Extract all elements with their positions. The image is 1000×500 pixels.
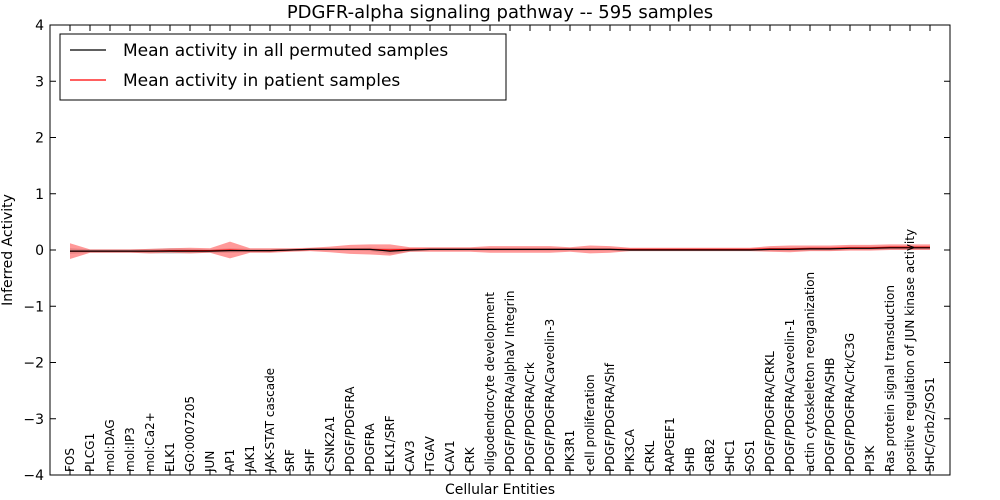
x-category-label: ITGAV <box>423 435 437 472</box>
x-category-label: SRF <box>283 449 297 472</box>
x-category-label: JUN <box>203 451 217 473</box>
x-category-label: mol:DAG <box>103 419 117 472</box>
x-category-label: SHC/Grb2/SOS1 <box>923 377 937 472</box>
x-category-label: PDGF/PDGFRA/Caveolin-3 <box>543 319 557 472</box>
x-category-label: PDGFRA <box>363 422 377 472</box>
x-category-label: SOS1 <box>743 440 757 472</box>
x-category-label: AP1 <box>223 449 237 472</box>
x-category-label: positive regulation of JUN kinase activi… <box>903 229 917 472</box>
y-tick-label: −1 <box>23 299 44 315</box>
band-series-1 <box>70 241 930 259</box>
x-category-label: PDGF/PDGFRA/alphaV Integrin <box>503 290 517 472</box>
x-category-label: PDGF/PDGFRA/Crk <box>523 362 537 472</box>
x-category-label: PDGF/PDGFRA <box>343 386 357 472</box>
x-category-label: oligodendrocyte development <box>483 292 497 472</box>
x-category-label: PI3K <box>863 445 877 472</box>
y-tick-label: 4 <box>35 18 44 34</box>
x-category-label: CSNK2A1 <box>323 416 337 472</box>
x-category-label: PDGF/PDGFRA/CRKL <box>763 351 777 472</box>
x-category-label: cell proliferation <box>583 374 597 472</box>
x-category-label: JAK1 <box>243 445 257 473</box>
x-category-label: SHC1 <box>723 439 737 472</box>
y-tick-label: −3 <box>23 412 44 428</box>
y-tick-label: 3 <box>35 74 44 90</box>
x-category-label: PDGF/PDGFRA/SHB <box>823 358 837 472</box>
y-axis-label: Inferred Activity <box>0 194 16 306</box>
series-lines <box>70 246 930 252</box>
y-axis-ticks: −4 −3 −2 −1 0 1 2 3 4 <box>23 18 950 484</box>
y-tick-label: −2 <box>23 356 44 372</box>
x-category-label: PDGF/PDGFRA/Shf <box>603 362 617 472</box>
x-category-label: Ras protein signal transduction <box>883 285 897 472</box>
legend-frame <box>59 33 507 101</box>
y-tick-label: 2 <box>35 131 44 147</box>
x-category-label: CRK <box>463 446 477 472</box>
x-category-label: GRB2 <box>703 438 717 472</box>
x-category-label: CAV1 <box>443 440 457 472</box>
x-category-label: SHF <box>303 448 317 472</box>
x-category-label: mol:Ca2+ <box>143 412 157 472</box>
x-category-label: ELK1/SRF <box>383 415 397 472</box>
legend: Mean activity in all permuted samples Me… <box>59 33 507 101</box>
x-category-label: CAV3 <box>403 440 417 472</box>
y-tick-label: 0 <box>35 243 44 259</box>
x-category-label: SHB <box>683 447 697 472</box>
x-category-label: PLCG1 <box>83 433 97 472</box>
x-category-label: JAK-STAT cascade <box>263 368 277 473</box>
y-tick-label: −4 <box>23 468 44 484</box>
x-category-label: mol:IP3 <box>123 427 137 472</box>
x-category-label: CRKL <box>643 440 657 472</box>
x-category-label: RAPGEF1 <box>663 417 677 472</box>
x-category-label: PDGF/PDGFRA/Crk/C3G <box>843 333 857 472</box>
legend-label-patient: Mean activity in patient samples <box>123 71 400 91</box>
plot-frame <box>49 24 951 476</box>
line-series-0 <box>70 247 930 252</box>
chart-title: PDGFR-alpha signaling pathway -- 595 sam… <box>287 2 713 23</box>
legend-label-permuted: Mean activity in all permuted samples <box>123 41 448 61</box>
x-axis-label: Cellular Entities <box>445 482 555 498</box>
x-category-label: PDGF/PDGFRA/Caveolin-1 <box>783 319 797 472</box>
x-category-label: FOS <box>63 448 77 472</box>
x-category-label: actin cytoskeleton reorganization <box>803 272 817 472</box>
x-category-label: GO:0007205 <box>183 396 197 472</box>
x-category-label: PIK3R1 <box>563 430 577 472</box>
y-tick-label: 1 <box>35 187 44 203</box>
x-axis-category-labels: FOS PLCG1 mol:DAG mol:IP3 mol:Ca2+ ELK1 GO:000… <box>63 25 937 475</box>
x-category-label: ELK1 <box>163 442 177 472</box>
x-category-label: PIK3CA <box>623 428 637 472</box>
